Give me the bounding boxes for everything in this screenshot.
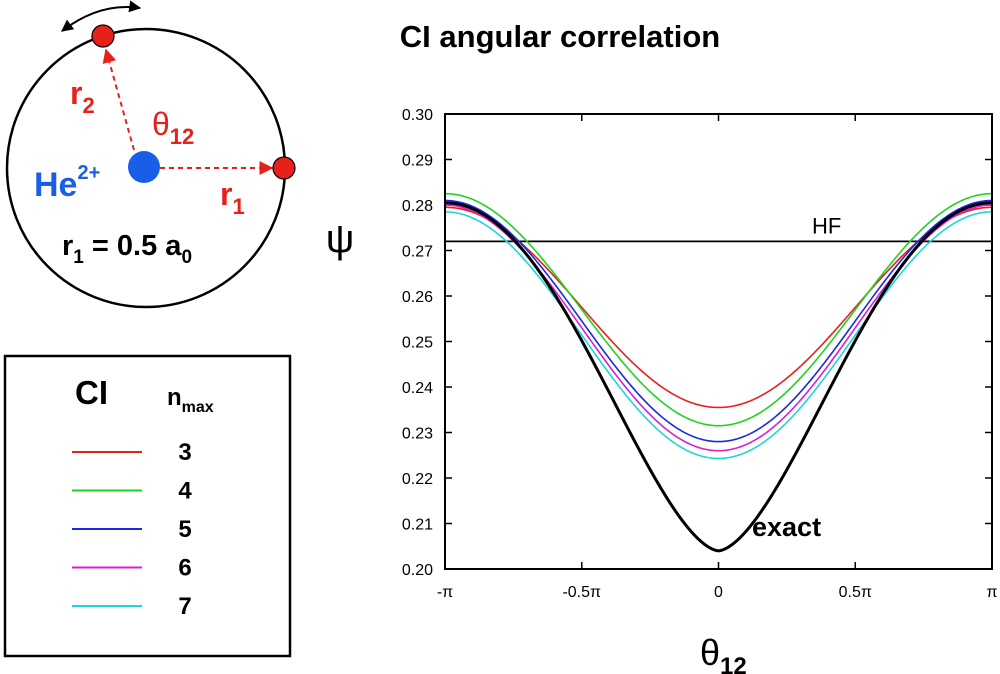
exact-curve — [444, 201, 993, 553]
series-line-n5 — [444, 199, 993, 443]
nucleus — [128, 151, 160, 183]
exact-label: exact — [752, 512, 821, 542]
series-line-n7 — [444, 211, 993, 460]
y-axis-label: ψ — [326, 217, 355, 261]
x-tick-label: -π — [437, 584, 453, 601]
x-axis-label: θ12 — [700, 632, 747, 674]
y-tick-label: 0.28 — [402, 198, 433, 215]
y-tick-label: 0.27 — [402, 244, 433, 261]
series-lines — [444, 192, 993, 460]
legend: CI nmax 3 4 5 6 7 — [3, 354, 292, 658]
y-tick-label: 0.24 — [402, 380, 433, 397]
legend-entries: 3 4 5 6 7 — [72, 439, 192, 620]
x-tick-label: 0.5π — [839, 584, 872, 601]
nucleus-label: He2+ — [34, 162, 100, 204]
legend-label-n7: 7 — [178, 593, 191, 620]
series-line-n4 — [444, 192, 993, 427]
r2-label: r2 — [70, 75, 95, 118]
plot-area: 0.20 0.21 0.22 0.23 0.24 0.25 0.26 0.27 0.28 0.29… — [402, 107, 998, 601]
x-tick-label: π — [986, 584, 997, 601]
legend-header: nmax — [167, 384, 214, 416]
legend-box — [3, 354, 292, 658]
x-ticks: -π -0.5π 0 0.5π π — [437, 114, 998, 601]
y-tick-label: 0.20 — [402, 562, 433, 579]
series-line-n3 — [444, 206, 993, 409]
rotation-arrow — [61, 0, 142, 32]
legend-label-n6: 6 — [178, 555, 191, 582]
legend-label-n4: 4 — [178, 478, 192, 505]
x-tick-label: -0.5π — [562, 584, 601, 601]
y-tick-label: 0.26 — [402, 289, 433, 306]
y-ticks: 0.20 0.21 0.22 0.23 0.24 0.25 0.26 0.27 0.28 0.29… — [402, 107, 992, 579]
y-tick-label: 0.30 — [402, 107, 433, 124]
hf-label: HF — [812, 213, 841, 238]
electron-1 — [272, 156, 296, 180]
y-tick-label: 0.29 — [402, 153, 433, 170]
y-tick-label: 0.22 — [402, 471, 433, 488]
legend-label-n5: 5 — [178, 516, 191, 543]
r1-label: r1 — [220, 176, 245, 219]
y-tick-label: 0.21 — [402, 517, 433, 534]
chart-title: CI angular correlation — [400, 19, 720, 54]
x-tick-label: 0 — [714, 584, 723, 601]
theta12-label: θ12 — [152, 106, 194, 149]
legend-title: CI — [75, 374, 108, 411]
radius-value: r1 = 0.5 a0 — [62, 230, 192, 268]
electron-2 — [91, 24, 115, 48]
y-tick-label: 0.23 — [402, 426, 433, 443]
atom-diagram: r2 θ12 He2+ r1 r1 = 0.5 a0 — [5, 0, 296, 309]
y-tick-label: 0.25 — [402, 335, 433, 352]
legend-label-n3: 3 — [178, 439, 191, 466]
r2-vector — [102, 48, 135, 151]
plot-frame — [444, 113, 993, 570]
